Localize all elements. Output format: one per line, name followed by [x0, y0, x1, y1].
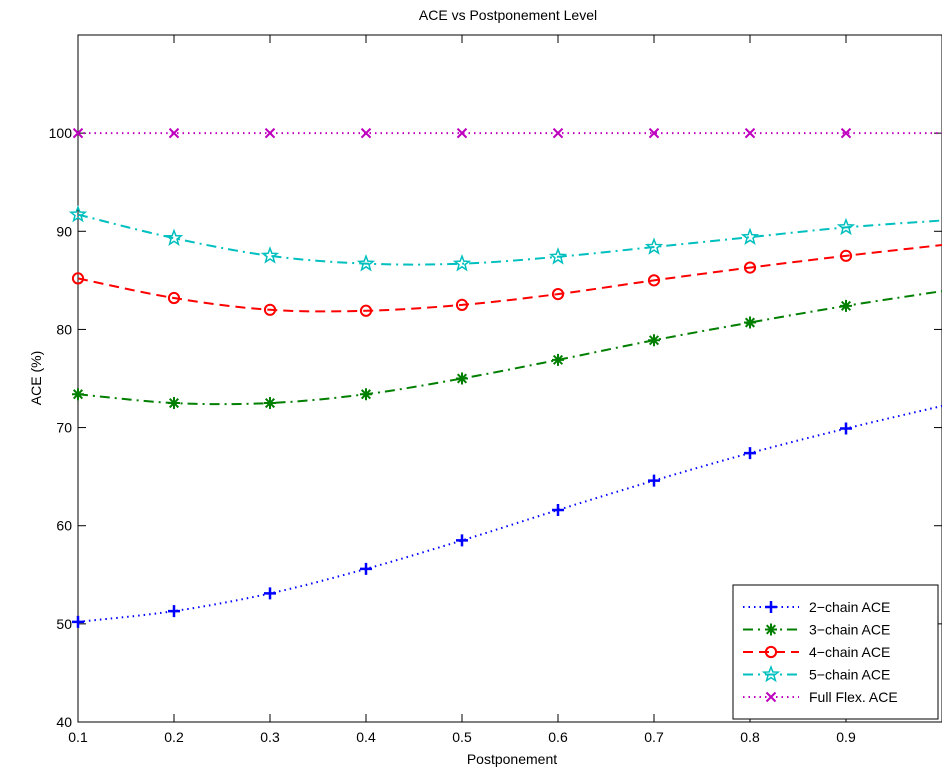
data-point — [264, 587, 276, 600]
data-point — [744, 447, 756, 460]
data-point — [647, 274, 661, 287]
y-tick-label: 90 — [56, 223, 72, 239]
data-point — [765, 691, 777, 703]
data-point — [552, 127, 564, 139]
data-point — [359, 304, 373, 317]
legend-label: 4−chain ACE — [809, 644, 890, 660]
legend-label: 3−chain ACE — [809, 622, 890, 638]
series-4 — [71, 244, 942, 317]
legend-item: 3−chain ACE — [743, 622, 890, 638]
x-tick-label: 0.3 — [260, 729, 280, 745]
data-point — [840, 127, 852, 139]
data-point — [455, 298, 469, 311]
data-point — [644, 237, 664, 255]
data-point — [263, 303, 277, 316]
legend: 2−chain ACE 3−chain ACE 4−chain ACE 5−chain… — [732, 584, 939, 720]
data-point — [452, 254, 472, 272]
series-layer — [68, 127, 942, 628]
data-point — [360, 388, 372, 401]
data-point — [360, 562, 372, 575]
series-line — [77, 213, 942, 266]
axes: 0.1 0.2 0.3 0.4 0.5 0.6 0.7 0.8 0.9 40 50 60 70 80 90 1… — [49, 35, 942, 745]
data-point — [360, 127, 372, 139]
data-point — [68, 204, 88, 223]
legend-item: Full Flex. ACE — [743, 689, 898, 705]
data-point — [744, 316, 756, 329]
data-point — [356, 254, 376, 272]
data-point — [72, 615, 84, 628]
data-point — [168, 605, 180, 618]
data-point — [551, 287, 565, 301]
data-point — [765, 623, 777, 636]
y-tick-label: 60 — [56, 518, 72, 534]
series-3 — [72, 290, 942, 410]
chart-title: ACE vs Postponement Level — [419, 7, 597, 23]
y-axis-label: ACE (%) — [28, 351, 44, 405]
data-point — [761, 664, 781, 683]
legend-item: 5−chain ACE — [743, 664, 890, 683]
legend-item: 2−chain ACE — [743, 599, 890, 615]
data-point — [164, 228, 184, 246]
data-point — [264, 127, 276, 139]
data-point — [648, 474, 660, 487]
data-point — [743, 261, 757, 274]
data-point — [168, 127, 180, 139]
data-point — [260, 246, 280, 264]
data-point — [456, 127, 468, 139]
x-tick-label: 0.6 — [548, 729, 568, 745]
data-point — [840, 299, 852, 312]
x-tick-label: 0.2 — [164, 729, 184, 745]
data-point — [548, 247, 568, 265]
series-2 — [72, 405, 942, 628]
series-6 — [72, 127, 942, 139]
legend-label: 2−chain ACE — [809, 599, 890, 615]
data-point — [264, 397, 276, 410]
x-tick-label: 0.4 — [356, 729, 376, 745]
x-tick-label: 0.1 — [68, 729, 88, 745]
data-point — [840, 422, 852, 435]
data-point — [456, 534, 468, 547]
x-tick-label: 0.9 — [836, 729, 856, 745]
data-point — [740, 227, 760, 245]
data-point — [648, 127, 660, 139]
data-point — [552, 353, 564, 366]
legend-item: 4−chain ACE — [743, 644, 890, 660]
data-point — [71, 272, 85, 285]
y-tick-label: 70 — [56, 420, 72, 436]
data-point — [167, 291, 181, 305]
y-tick-label: 80 — [56, 321, 72, 337]
data-point — [552, 504, 564, 517]
y-tick-label: 50 — [56, 616, 72, 632]
data-point — [72, 388, 84, 401]
y-tick-label: 100 — [49, 125, 73, 141]
series-line — [77, 290, 942, 406]
x-tick-label: 0.8 — [740, 729, 760, 745]
data-point — [72, 127, 84, 139]
x-axis-label: Postponement — [467, 751, 557, 767]
x-tick-label: 0.7 — [644, 729, 664, 745]
data-point — [648, 334, 660, 347]
data-point — [765, 601, 777, 613]
legend-label: 5−chain ACE — [809, 667, 890, 683]
data-point — [744, 127, 756, 139]
legend-label: Full Flex. ACE — [809, 689, 898, 705]
data-point — [456, 372, 468, 385]
y-tick-label: 40 — [56, 714, 72, 730]
series-5 — [68, 204, 942, 272]
data-point — [836, 217, 856, 236]
data-point — [764, 645, 778, 659]
data-point — [839, 249, 853, 262]
data-point — [168, 397, 180, 410]
x-tick-label: 0.5 — [452, 729, 472, 745]
series-line — [77, 244, 942, 313]
